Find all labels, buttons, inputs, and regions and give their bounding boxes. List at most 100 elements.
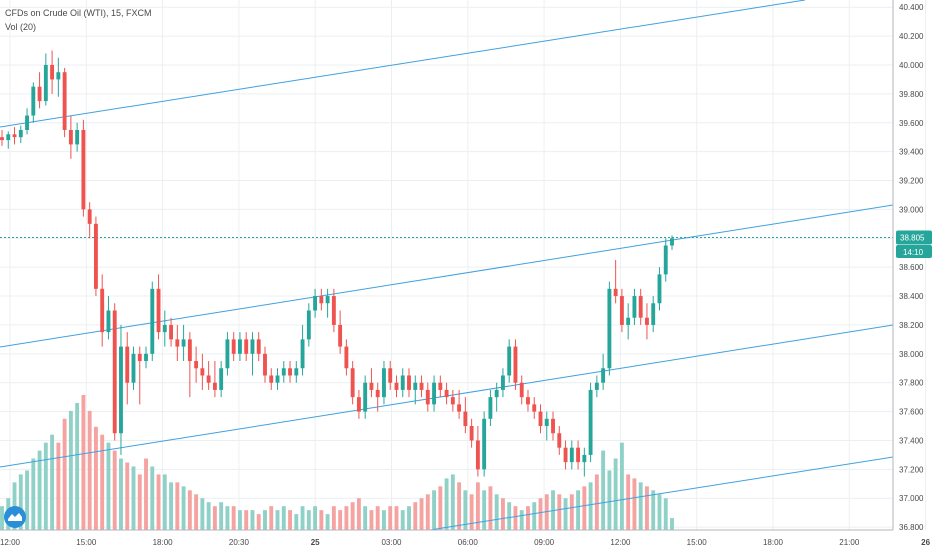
- volume-bar: [463, 490, 468, 530]
- candle-body: [62, 72, 67, 130]
- price-tick-label: 39.400: [899, 148, 924, 157]
- candle-body: [551, 418, 555, 434]
- price-tick-label: 40.200: [899, 32, 924, 41]
- candle-body: [93, 223, 98, 289]
- volume-bar: [338, 510, 343, 530]
- candle-body: [331, 296, 336, 325]
- price-axis[interactable]: 40.400 40.200 40.000 39.800 39.600 39.400 39.2…: [899, 3, 924, 532]
- symbol-title[interactable]: CFDs on Crude Oil (WTI), 15, FXCM: [5, 8, 152, 18]
- candle-body: [450, 397, 455, 405]
- candle-body: [131, 353, 136, 383]
- volume-bar: [112, 450, 117, 530]
- candle-body: [162, 324, 167, 333]
- volume-bar: [269, 506, 274, 530]
- candle-body: [313, 296, 318, 311]
- price-tick-label: 40.000: [899, 61, 924, 70]
- time-tick-label: 15:00: [76, 538, 97, 547]
- volume-bar: [263, 510, 267, 530]
- candle-body: [0, 137, 4, 141]
- candle-body: [607, 288, 612, 369]
- volume-bar: [394, 506, 399, 530]
- price-tick-label: 39.800: [899, 90, 924, 99]
- volume-bar: [450, 474, 455, 530]
- trend-channel-lines[interactable]: [0, 0, 894, 531]
- volume-bar: [369, 510, 374, 530]
- candle-body: [526, 397, 530, 405]
- candle-body: [181, 339, 186, 347]
- candle-body: [275, 375, 280, 383]
- candle-body: [244, 339, 249, 354]
- candle-body: [288, 368, 292, 376]
- candle-body: [225, 339, 230, 369]
- time-tick-label: 26: [921, 538, 930, 547]
- price-tick-label: 38.200: [899, 321, 924, 330]
- candle-body: [388, 368, 393, 383]
- candle-body: [444, 389, 449, 398]
- trendline-top[interactable]: [0, 0, 806, 128]
- volume-bar: [156, 474, 161, 530]
- volume-bar: [413, 502, 418, 530]
- candle-body: [75, 129, 80, 145]
- candle-body: [532, 404, 537, 412]
- volume-bar: [494, 494, 499, 530]
- candle-body: [250, 339, 255, 354]
- volume-bar: [0, 506, 4, 530]
- trendline-bottom[interactable]: [429, 456, 894, 531]
- time-tick-label: 03:00: [381, 538, 402, 547]
- candle-body: [281, 368, 286, 376]
- volume-bar: [651, 490, 656, 530]
- price-tick-label: 37.800: [899, 379, 924, 388]
- volume-bar: [457, 482, 462, 530]
- volume-bar: [557, 494, 562, 530]
- candle-body: [325, 296, 330, 304]
- volume-bar: [206, 502, 211, 530]
- candle-body: [507, 346, 512, 376]
- candle-body: [544, 418, 549, 427]
- volume-bar: [594, 474, 599, 530]
- time-axis[interactable]: 12:00 15:00 18:00 20:30 25 03:00 06:00 09:00 12:…: [0, 538, 931, 547]
- candle-body: [494, 389, 499, 398]
- candle-body: [576, 447, 581, 463]
- time-tick-label: 06:00: [458, 538, 479, 547]
- candle-body: [112, 310, 117, 434]
- volume-bar: [231, 506, 236, 530]
- volume-bar: [181, 486, 186, 530]
- price-tick-label: 39.600: [899, 119, 924, 128]
- volume-bar: [569, 494, 574, 530]
- candle-body: [538, 411, 543, 427]
- candle-body: [563, 447, 568, 463]
- volume-bar: [169, 482, 174, 530]
- candle-body: [488, 397, 493, 419]
- candle-body: [43, 64, 48, 102]
- volume-bar: [538, 498, 543, 530]
- volume-indicator-label[interactable]: Vol (20): [5, 22, 37, 32]
- volume-bar: [469, 494, 474, 530]
- volume-bar: [344, 506, 349, 530]
- tradingview-logo-icon[interactable]: [4, 506, 26, 528]
- volume-bar: [225, 506, 230, 530]
- candle-body: [482, 418, 487, 470]
- volume-bar: [300, 506, 305, 530]
- candle-body: [238, 339, 242, 354]
- volume-bar: [526, 506, 530, 530]
- volume-bar: [632, 478, 637, 530]
- candle-body: [294, 368, 299, 376]
- candle-body: [50, 64, 55, 80]
- candle-body: [369, 382, 374, 390]
- trendline-upper-middle[interactable]: [0, 204, 894, 348]
- candle-body: [626, 317, 631, 325]
- candle-body: [68, 129, 73, 145]
- candle-body: [125, 346, 130, 383]
- candle-body: [632, 296, 637, 318]
- volume-bar: [563, 498, 568, 530]
- volume-bar: [350, 502, 355, 530]
- volume-bar: [588, 482, 593, 530]
- time-tick-label: 25: [311, 538, 320, 547]
- candle-body: [175, 339, 180, 347]
- candle-body: [475, 440, 480, 470]
- candle-body: [601, 368, 606, 383]
- volume-bar: [100, 434, 105, 530]
- price-tick-label: 37.600: [899, 408, 924, 417]
- candle-body: [500, 375, 505, 390]
